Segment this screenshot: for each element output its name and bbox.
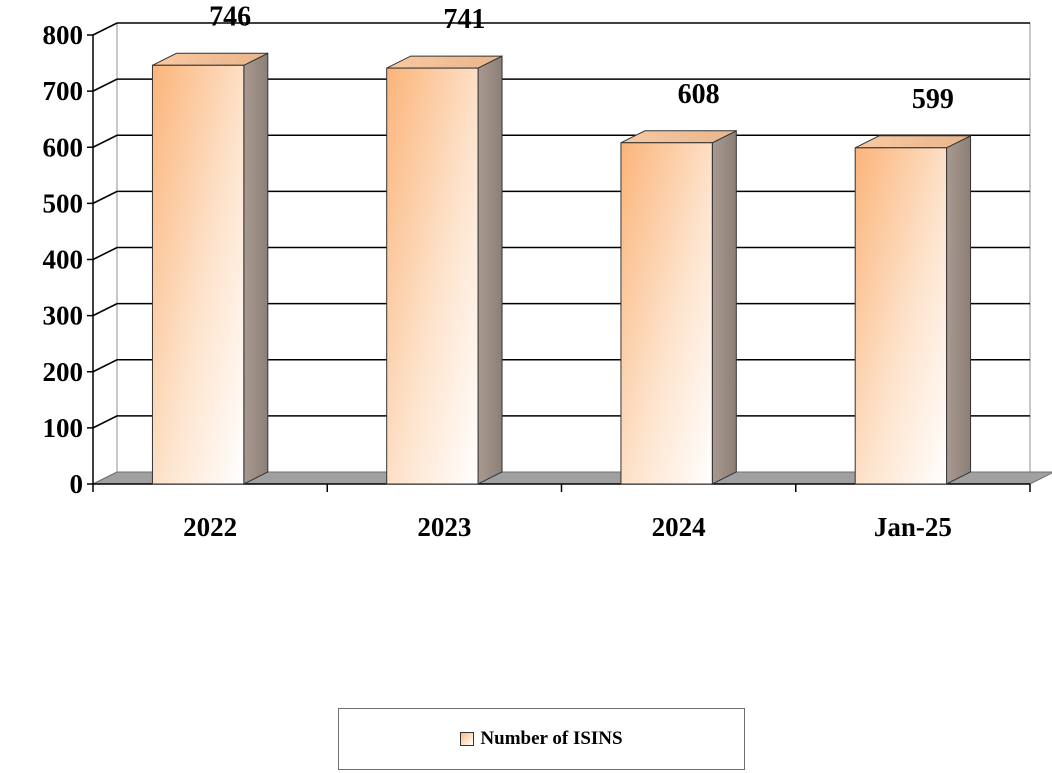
x-tick-label: 2024 bbox=[652, 512, 706, 542]
y-tick-label: 400 bbox=[43, 245, 84, 275]
y-tick-label: 800 bbox=[43, 20, 84, 50]
x-axis: 2022 2023 2024 Jan-25 bbox=[183, 512, 952, 542]
legend-label: Number of ISINS bbox=[480, 728, 623, 749]
y-axis: 0 100 200 300 400 500 600 700 800 bbox=[43, 20, 1031, 499]
x-tick-label: Jan-25 bbox=[874, 512, 952, 542]
x-tick-label: 2022 bbox=[183, 512, 237, 542]
bar bbox=[151, 64, 245, 485]
y-tick-label: 200 bbox=[43, 357, 84, 387]
bar-side bbox=[946, 135, 972, 485]
y-tick-label: 0 bbox=[70, 469, 84, 499]
y-tick-label: 100 bbox=[43, 413, 84, 443]
bar-side bbox=[477, 55, 503, 485]
data-labels: 746 741 608 599 bbox=[209, 1, 954, 115]
bar bbox=[386, 67, 479, 485]
bar bbox=[620, 142, 713, 485]
legend-swatch bbox=[460, 732, 475, 746]
x-tick-label: 2023 bbox=[417, 512, 471, 542]
y-tick-label: 600 bbox=[43, 132, 84, 162]
data-label: 599 bbox=[912, 84, 954, 115]
gridline bbox=[92, 22, 1030, 36]
bar-side bbox=[243, 52, 269, 485]
data-label: 608 bbox=[678, 79, 720, 110]
data-label: 746 bbox=[209, 1, 251, 32]
data-label: 741 bbox=[443, 4, 485, 35]
y-tick-label: 300 bbox=[43, 301, 84, 331]
bars bbox=[151, 52, 972, 485]
y-tick-label: 500 bbox=[43, 188, 84, 218]
bar bbox=[854, 147, 948, 485]
y-tick-label: 700 bbox=[43, 76, 84, 106]
legend: Number of ISINS bbox=[338, 708, 745, 770]
bar-side bbox=[711, 129, 737, 485]
gridline bbox=[92, 78, 1030, 92]
